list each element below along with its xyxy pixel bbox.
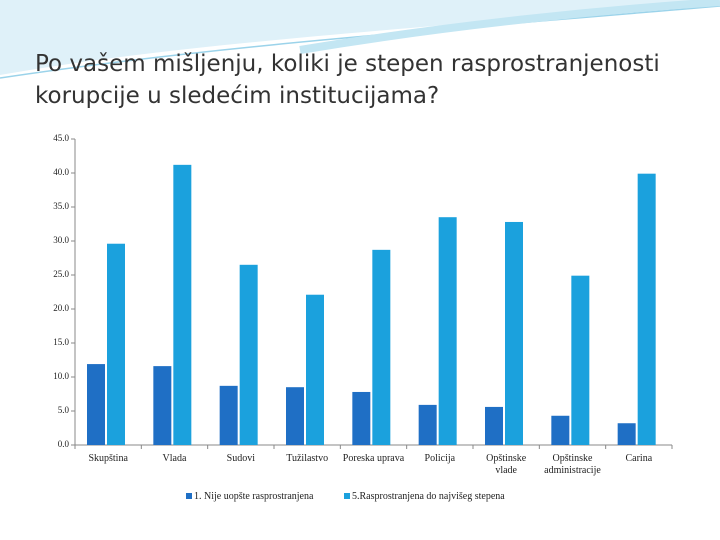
decor — [0, 0, 720, 75]
y-tick-label: 40.0 — [53, 167, 69, 177]
bar — [637, 173, 656, 445]
legend-label: 5.Rasprostranjena do najvišeg stepena — [352, 491, 505, 502]
legend-swatch — [186, 493, 192, 499]
x-tick-label: Opštinske vlade — [486, 453, 527, 476]
y-tick-label: 25.0 — [53, 269, 69, 279]
x-tick-label: Policija — [424, 453, 456, 464]
y-tick-label: 0.0 — [57, 439, 69, 449]
x-tick-label: Skupština — [88, 453, 128, 464]
bar — [485, 406, 503, 445]
x-tick-label: Tužilastvo — [286, 453, 329, 464]
x-tick-label: Carina — [625, 453, 653, 464]
bar — [306, 294, 324, 445]
y-tick-label: 30.0 — [53, 235, 69, 245]
bar — [239, 264, 258, 445]
bar — [153, 366, 172, 445]
bar — [173, 164, 192, 445]
bar — [617, 423, 636, 445]
bar — [438, 217, 457, 445]
decor — [0, 5, 720, 79]
decor — [299, 0, 720, 54]
legend-swatch — [344, 493, 350, 499]
bar — [107, 243, 125, 445]
y-tick-label: 10.0 — [53, 371, 69, 381]
x-tick-label: Opštinske administracije — [544, 453, 601, 476]
y-tick-label: 45.0 — [53, 133, 69, 143]
legend-label: 1. Nije uopšte rasprostranjena — [194, 491, 314, 502]
bar — [352, 391, 371, 445]
y-tick-label: 20.0 — [53, 303, 69, 313]
bar — [505, 221, 523, 445]
bar — [286, 387, 304, 445]
y-tick-label: 5.0 — [57, 405, 69, 415]
legend-item: 1. Nije uopšte rasprostranjena — [186, 491, 313, 502]
x-tick-label: Poreska uprava — [342, 453, 405, 464]
x-tick-label: Vlada — [162, 453, 187, 464]
chart-title: Po vašem mišljenju, koliki je stepen ras… — [35, 51, 660, 109]
bar — [418, 404, 437, 445]
bar — [551, 415, 570, 445]
legend-item: 5.Rasprostranjena do najvišeg stepena — [344, 491, 505, 502]
y-tick-label: 15.0 — [53, 337, 69, 347]
bar — [571, 275, 590, 445]
bar — [219, 385, 238, 445]
y-tick-label: 35.0 — [53, 201, 69, 211]
x-tick-label: Sudovi — [226, 453, 255, 464]
bar — [372, 249, 391, 445]
bar — [87, 364, 105, 445]
